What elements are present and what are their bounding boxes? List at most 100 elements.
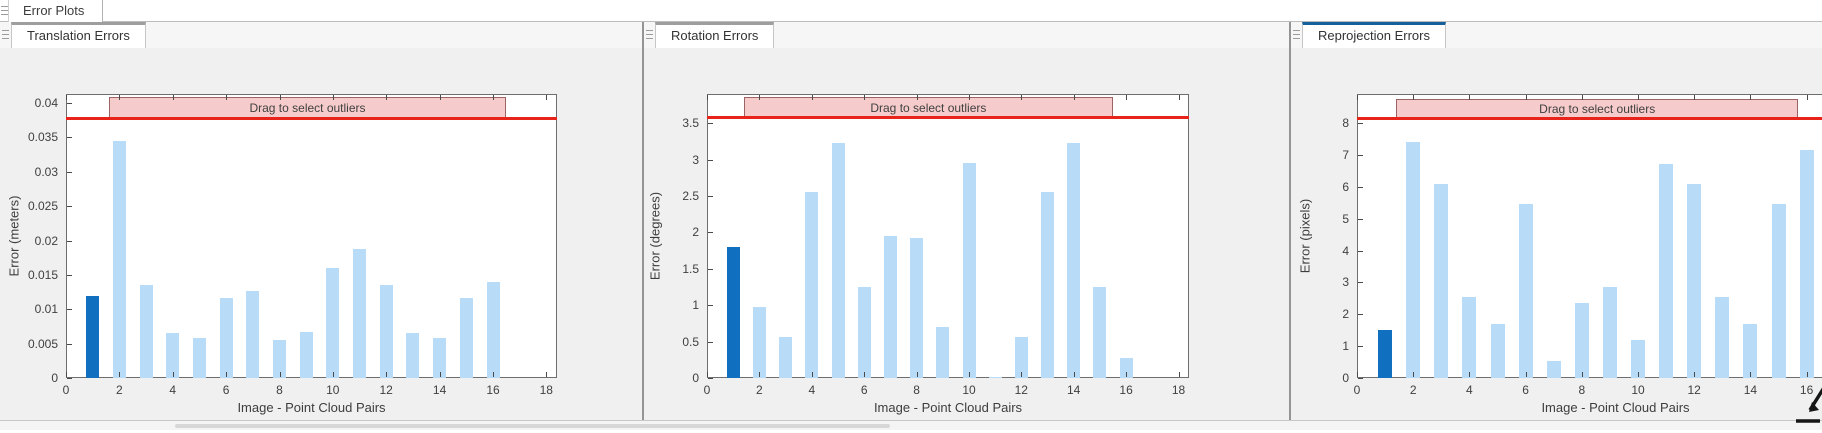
bar[interactable] — [406, 332, 420, 378]
bar[interactable] — [326, 268, 340, 378]
bar[interactable] — [1014, 337, 1028, 378]
tab-translation-errors[interactable]: Translation Errors — [11, 22, 146, 48]
y-tick-label: 0.02 — [34, 233, 58, 248]
x-tick-label: 10 — [962, 383, 976, 397]
bar[interactable] — [805, 191, 819, 378]
panel-divider[interactable] — [642, 22, 644, 420]
outlier-select-band[interactable]: Drag to select outliers — [743, 96, 1114, 118]
bar[interactable] — [1574, 303, 1589, 378]
figure-area: Drag to select outliers02468101214161801… — [1291, 48, 1822, 420]
x-tick-label: 12 — [1014, 383, 1028, 397]
bar[interactable] — [273, 339, 286, 378]
tab-error-plots[interactable]: Error Plots — [8, 0, 104, 22]
bar[interactable] — [1434, 183, 1449, 378]
grip-lines-icon[interactable] — [2, 30, 9, 40]
bar[interactable] — [1546, 360, 1561, 378]
bar[interactable] — [1067, 142, 1081, 378]
bar[interactable] — [353, 248, 366, 378]
bar-selected[interactable] — [726, 246, 740, 378]
bar[interactable] — [779, 337, 793, 378]
x-tick-label: 10 — [326, 383, 340, 397]
y-axis-label: Error (meters) — [6, 195, 22, 277]
bar[interactable] — [486, 281, 500, 378]
horizontal-scrollbar-thumb[interactable] — [175, 424, 890, 428]
bar[interactable] — [936, 327, 950, 378]
bar[interactable] — [1041, 191, 1054, 378]
bar[interactable] — [1687, 183, 1702, 378]
y-tick — [67, 309, 72, 311]
x-tick-top — [1178, 95, 1180, 100]
y-tick-label: 0.005 — [27, 336, 58, 351]
grip-lines-icon[interactable] — [1, 6, 8, 16]
bar[interactable] — [1406, 142, 1421, 378]
bar-selected[interactable] — [1378, 330, 1393, 378]
bar-selected[interactable] — [86, 295, 100, 378]
bar[interactable] — [1518, 204, 1533, 378]
bar[interactable] — [910, 238, 924, 378]
bar[interactable] — [831, 142, 845, 378]
y-tick-label: 0.01 — [34, 302, 58, 317]
figure-area: Drag to select outliers 0 2 4 6 8 10 12 14 16 18 0 0… — [0, 48, 642, 420]
bar[interactable] — [139, 285, 153, 378]
x-tick-top — [1413, 95, 1415, 100]
y-tick — [67, 137, 72, 139]
bar[interactable] — [962, 162, 976, 378]
x-tick-top — [1806, 95, 1808, 100]
bar[interactable] — [1631, 339, 1645, 378]
grip-lines-icon[interactable] — [646, 30, 653, 40]
x-tick — [1413, 372, 1415, 377]
bar[interactable] — [433, 338, 447, 378]
bar[interactable] — [883, 236, 897, 378]
y-tick-label: 5 — [1342, 211, 1349, 226]
bar[interactable] — [857, 287, 871, 378]
bar[interactable] — [459, 298, 473, 378]
tab-reprojection-errors[interactable]: Reprojection Errors — [1302, 22, 1446, 48]
translation-errors-chart: Drag to select outliers 0 2 4 6 8 10 12 14 16 18 0 0… — [0, 48, 642, 420]
x-tick-top — [969, 95, 970, 100]
y-tick — [708, 195, 713, 197]
y-tick — [67, 102, 72, 104]
bar[interactable] — [1093, 287, 1107, 378]
y-tick — [67, 171, 72, 173]
bar[interactable] — [1119, 358, 1133, 378]
bar[interactable] — [112, 140, 126, 378]
bar[interactable] — [1799, 150, 1814, 378]
bar[interactable] — [988, 376, 1002, 378]
bar[interactable] — [1602, 287, 1617, 378]
bottom-strip — [0, 420, 1822, 430]
x-tick-top — [172, 95, 174, 100]
bar[interactable] — [246, 291, 260, 378]
y-tick-label: 0.5 — [682, 334, 699, 349]
y-tick — [1358, 250, 1363, 252]
x-tick-top — [1581, 95, 1583, 100]
grip-lines-icon[interactable] — [1293, 30, 1300, 40]
x-tick-label: 6 — [1522, 383, 1529, 397]
bar[interactable] — [1743, 323, 1758, 378]
y-tick — [67, 206, 72, 208]
x-tick-top — [1525, 95, 1527, 100]
bar[interactable] — [192, 338, 206, 378]
x-tick — [1469, 372, 1471, 377]
tab-rotation-errors[interactable]: Rotation Errors — [655, 22, 775, 48]
x-tick-top — [759, 95, 761, 100]
x-tick — [439, 372, 441, 377]
bar[interactable] — [1462, 296, 1477, 378]
x-tick — [759, 372, 761, 377]
y-tick — [708, 378, 713, 379]
y-tick — [708, 305, 713, 307]
bar[interactable] — [219, 298, 233, 378]
x-tick — [1357, 372, 1358, 377]
bar[interactable] — [752, 306, 766, 378]
bar[interactable] — [1715, 296, 1730, 378]
bar[interactable] — [166, 332, 180, 378]
x-tick — [386, 372, 388, 377]
bar[interactable] — [1659, 164, 1674, 378]
x-tick-top — [1021, 95, 1023, 100]
bar[interactable] — [379, 285, 393, 378]
panel-divider[interactable] — [1289, 22, 1291, 420]
outlier-select-band[interactable]: Drag to select outliers — [1396, 98, 1799, 118]
bar[interactable] — [1771, 204, 1786, 378]
outlier-select-band[interactable]: Drag to select outliers — [108, 97, 507, 118]
bar[interactable] — [299, 331, 313, 378]
bar[interactable] — [1490, 323, 1505, 378]
